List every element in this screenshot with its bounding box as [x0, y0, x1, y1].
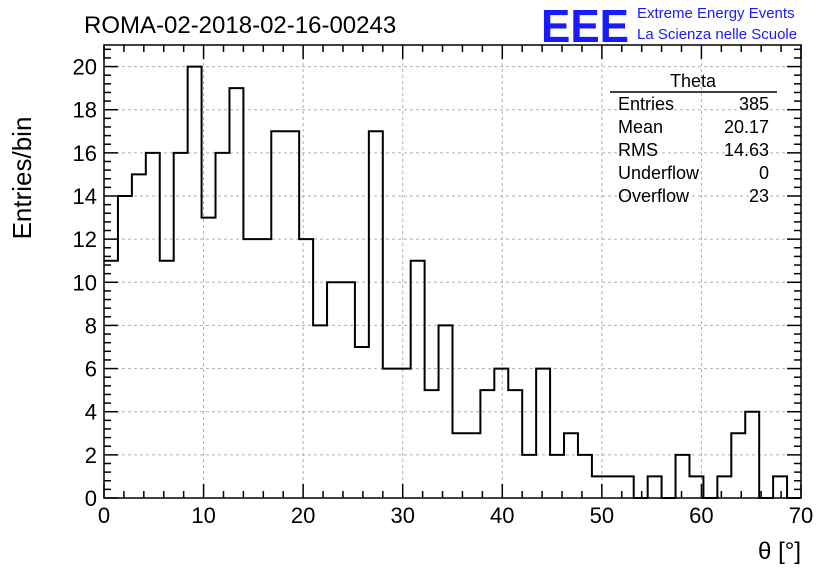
histogram-bin [104, 261, 118, 498]
stats-value-underflow: 0 [759, 163, 769, 183]
x-tick-label: 50 [590, 503, 614, 528]
stats-label-mean: Mean [618, 117, 663, 137]
stats-label-rms: RMS [618, 140, 658, 160]
x-tick-label: 30 [390, 503, 414, 528]
x-tick-label: 40 [490, 503, 514, 528]
y-tick-label: 12 [73, 227, 97, 252]
stats-value-mean: 20.17 [724, 117, 769, 137]
histogram-bin [773, 476, 787, 498]
histogram-bin [285, 131, 299, 498]
y-tick-label: 2 [85, 443, 97, 468]
histogram-bin [216, 153, 230, 498]
x-axis: 0 10 20 30 40 50 60 70 [98, 45, 813, 528]
histogram-bin [229, 88, 243, 498]
stats-label-underflow: Underflow [618, 163, 700, 183]
x-tick-label: 0 [98, 503, 110, 528]
y-tick-label: 10 [73, 270, 97, 295]
x-tick-label: 70 [789, 503, 813, 528]
histogram-bin [578, 455, 592, 498]
y-tick-label: 0 [85, 486, 97, 511]
y-axis-label: Entries/bin [7, 117, 37, 240]
y-tick-label: 16 [73, 141, 97, 166]
histogram-bin [160, 261, 174, 498]
x-axis-label: θ [°] [758, 538, 801, 565]
plot-frame [103, 44, 802, 499]
histogram-bin [174, 153, 188, 498]
y-tick-label: 14 [73, 184, 97, 209]
histogram-bin [257, 239, 271, 498]
histogram-bin [648, 476, 662, 498]
histogram-bin [676, 455, 690, 498]
x-tick-label: 10 [191, 503, 215, 528]
histogram-bin [425, 390, 439, 498]
stats-label-overflow: Overflow [618, 186, 690, 206]
stats-label-entries: Entries [618, 94, 674, 114]
run-title: ROMA-02-2018-02-16-00243 [84, 12, 396, 39]
histogram-bin [355, 347, 369, 498]
histogram-bin [480, 390, 494, 498]
logo-line2: La Scienza nelle Scuole [637, 26, 797, 43]
y-tick-label: 20 [73, 55, 97, 80]
histogram-bin [118, 196, 132, 498]
histogram-bin [717, 476, 731, 498]
histogram-bin [494, 369, 508, 498]
histogram-bin [606, 476, 620, 498]
stats-title: Theta [670, 71, 717, 91]
histogram-bin [383, 369, 397, 498]
histogram-bin [536, 369, 550, 498]
logo-line1: Extreme Energy Events [637, 5, 795, 22]
histogram-bin [271, 131, 285, 498]
histogram-bin [341, 282, 355, 498]
histogram-bin [327, 282, 341, 498]
stats-box: Theta Entries 385 Mean 20.17 RMS 14.63 U… [610, 71, 777, 206]
y-tick-label: 4 [85, 400, 97, 425]
x-tick-label: 20 [291, 503, 315, 528]
y-tick-label: 6 [85, 357, 97, 382]
eee-logo: EEE Extreme Energy Events La Scienza nel… [541, 0, 797, 52]
y-axis: 0 2 4 6 8 10 12 14 16 18 20 [73, 48, 801, 511]
stats-value-rms: 14.63 [724, 140, 769, 160]
histogram-bin [397, 369, 411, 498]
histogram-bin [508, 390, 522, 498]
logo-letters: EEE [541, 0, 629, 52]
y-tick-label: 18 [73, 98, 97, 123]
y-tick-label: 8 [85, 313, 97, 338]
histogram-bin [299, 239, 313, 498]
histogram-bin [369, 131, 383, 498]
stats-value-entries: 385 [739, 94, 769, 114]
histogram-bin [466, 433, 480, 498]
histogram-bin [522, 455, 536, 498]
histogram-bin [411, 261, 425, 498]
histogram-bin [453, 433, 467, 498]
histogram-bin [564, 433, 578, 498]
histogram-bin [731, 433, 745, 498]
histogram-bin [592, 476, 606, 498]
histogram-bin [132, 174, 146, 498]
histogram-outline [104, 65, 801, 499]
x-tick-label: 60 [689, 503, 713, 528]
stats-value-overflow: 23 [749, 186, 769, 206]
